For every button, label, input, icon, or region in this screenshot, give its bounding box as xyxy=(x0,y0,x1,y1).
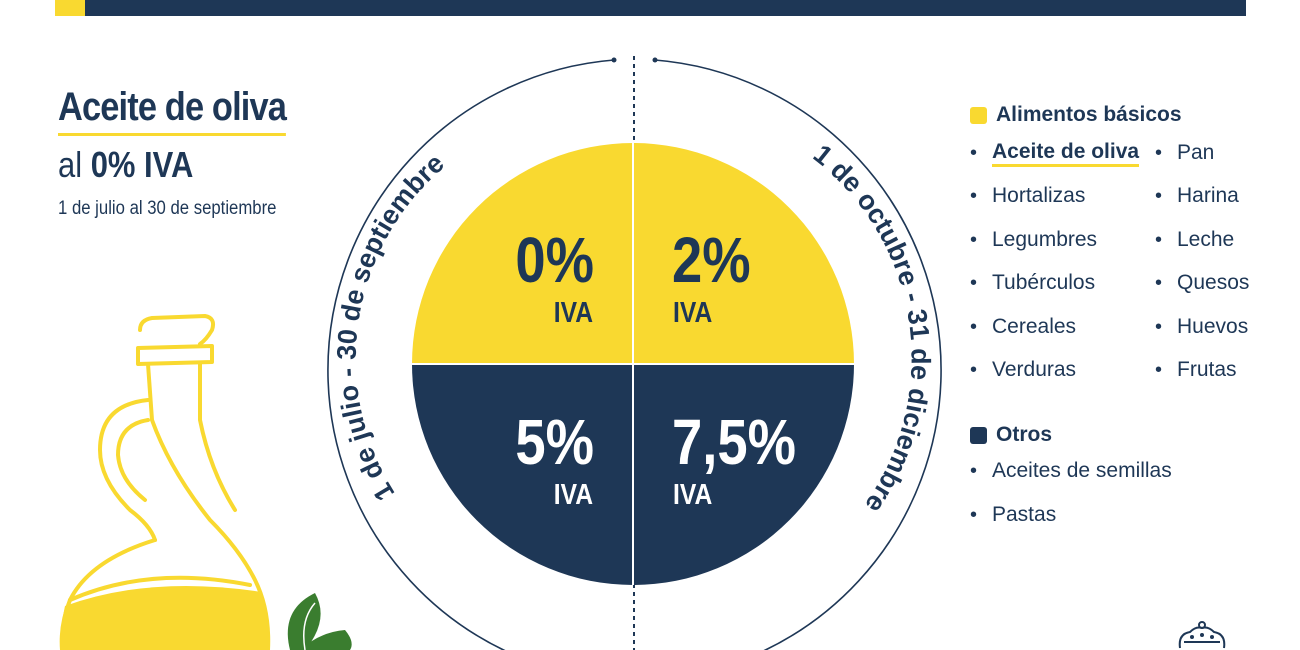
subtitle-rate: 0% IVA xyxy=(90,144,194,185)
legend-item-label: Verduras xyxy=(992,357,1077,381)
top-banner-accent xyxy=(55,0,85,16)
bullet: • xyxy=(970,142,978,164)
legend-list-item: • Verduras xyxy=(970,357,1155,400)
legend-list-item: • Huevos xyxy=(1155,314,1249,357)
legend-item-label: Legumbres xyxy=(992,227,1098,251)
bullet: • xyxy=(1155,272,1163,295)
royal-crown-icon xyxy=(1178,621,1226,649)
bullet: • xyxy=(970,358,978,381)
others-column: • Aceites de semillas • Pastas xyxy=(970,458,1172,545)
bullet: • xyxy=(1155,142,1163,164)
legend-item-label: Huevos xyxy=(1177,314,1249,338)
legend-list-item: • Aceite de oliva xyxy=(970,140,1155,183)
legend-list-item: • Hortalizas xyxy=(970,183,1155,226)
bullet: • xyxy=(970,503,978,526)
legend-list-item: • Legumbres xyxy=(970,227,1155,270)
legend-list-item: • Pan xyxy=(1155,140,1249,183)
bullet: • xyxy=(1155,315,1163,338)
bullet: • xyxy=(970,272,978,295)
right-timeline-ring xyxy=(654,59,942,650)
page-title: Aceite de oliva xyxy=(58,85,287,136)
legend-item-label: Aceites de semillas xyxy=(992,459,1172,483)
legend-basic-foods: Alimentos básicos • Aceite de oliva • Horta… xyxy=(970,100,1270,400)
legend-list-item: • Cereales xyxy=(970,314,1155,357)
legend-item-label: Cereales xyxy=(992,314,1077,338)
legend-item-label: Quesos xyxy=(1177,271,1250,295)
left-ring-dot xyxy=(611,57,617,63)
others-columns: • Aceites de semillas • Pastas xyxy=(970,458,1270,545)
pie-quadrant-top-left xyxy=(412,143,633,364)
legend-item-label: Hortalizas xyxy=(992,184,1086,208)
yellow-square-icon xyxy=(970,106,987,124)
legend-item-label: Leche xyxy=(1177,227,1235,251)
title-block: Aceite de oliva al 0% IVA 1 de julio al … xyxy=(58,85,323,220)
olive-leaves-icon xyxy=(287,593,352,650)
rate-label-2: IVA xyxy=(554,478,593,510)
rate-value-1: 2% xyxy=(672,224,751,296)
legend-list-item: • Leche xyxy=(1155,227,1249,270)
legend-item-label: Frutas xyxy=(1177,357,1237,381)
legend-panel: Alimentos básicos • Aceite de oliva • Horta… xyxy=(970,100,1270,545)
pie-quadrant-bottom-right xyxy=(633,364,854,585)
left-timeline-ring xyxy=(327,59,615,650)
legend-item-label: Aceite de oliva xyxy=(992,140,1140,167)
pie-quadrant-bottom-left xyxy=(412,364,633,585)
bullet: • xyxy=(970,185,978,208)
bullet: • xyxy=(970,460,978,483)
page-subtitle: al 0% IVA xyxy=(58,144,286,186)
legend-item-label: Pastas xyxy=(992,502,1057,526)
legend-item-label: Pan xyxy=(1177,141,1215,164)
legend-item-label: Harina xyxy=(1177,184,1239,208)
top-banner-bar xyxy=(55,0,1246,16)
legend-list-item: • Tubérculos xyxy=(970,270,1155,313)
legend-item-label: Tubérculos xyxy=(992,271,1096,295)
legend-list-item: • Quesos xyxy=(1155,270,1249,313)
olive-oil-bottle-fill xyxy=(61,585,269,650)
legend-list-item: • Frutas xyxy=(1155,357,1249,400)
bullet: • xyxy=(970,228,978,251)
others-label: Otros xyxy=(996,423,1053,447)
bullet: • xyxy=(1155,185,1163,208)
navy-square-icon xyxy=(970,426,987,444)
legend-others-title: Otros xyxy=(970,420,1270,450)
period-date: 1 de julio al 30 de septiembre xyxy=(58,198,277,219)
right-ring-dot xyxy=(652,57,658,63)
bullet: • xyxy=(970,315,978,338)
legend-basic-title: Alimentos básicos xyxy=(970,100,1270,130)
legend-list-item: • Pastas xyxy=(970,502,1172,545)
basic-foods-column-1: • Aceite de oliva • Hortalizas • Legumbres • Tu… xyxy=(970,140,1155,400)
rate-label-1: IVA xyxy=(673,296,712,328)
legend-list-item: • Harina xyxy=(1155,183,1249,226)
basic-foods-column-2: • Pan • Harina • Leche • Quesos • Huevos • Frutas xyxy=(1155,140,1249,400)
bullet: • xyxy=(1155,358,1163,381)
rate-label-3: IVA xyxy=(673,478,712,510)
rate-value-3: 7,5% xyxy=(672,406,796,478)
basic-foods-columns: • Aceite de oliva • Hortalizas • Legumbres • Tu… xyxy=(970,140,1270,400)
legend-others: Otros • Aceites de semillas • Pastas xyxy=(970,420,1270,545)
rate-value-0: 0% xyxy=(515,224,594,296)
rate-value-2: 5% xyxy=(515,406,594,478)
bullet: • xyxy=(1155,228,1163,251)
rate-label-0: IVA xyxy=(554,296,593,328)
pie-quadrant-top-right xyxy=(633,143,854,364)
legend-list-item: • Aceites de semillas xyxy=(970,458,1172,501)
basic-foods-label: Alimentos básicos xyxy=(996,103,1182,126)
subtitle-prefix: al xyxy=(58,144,91,185)
